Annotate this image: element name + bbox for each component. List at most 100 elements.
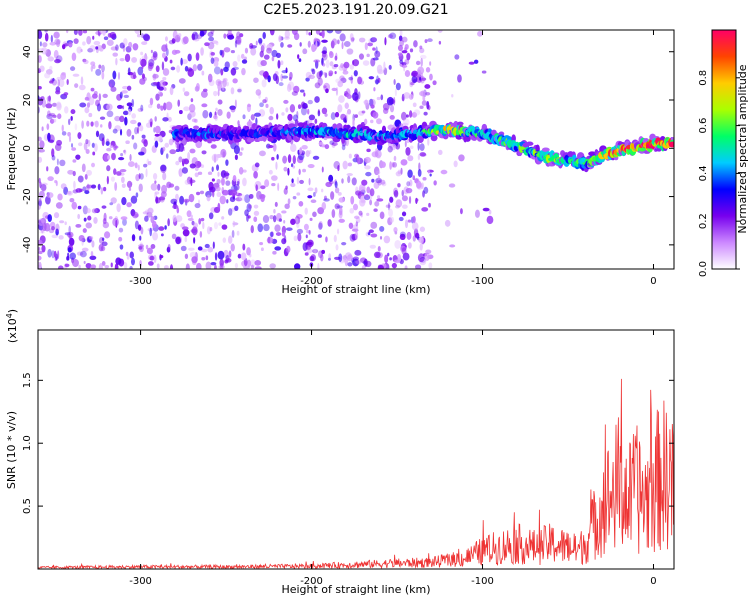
snr-x-tick-label: 0 (650, 576, 656, 587)
noise-blob (139, 78, 146, 85)
snr-y-tick-label: 0.5 (22, 498, 33, 514)
noise-blob (131, 211, 139, 219)
noise-blob (93, 216, 98, 224)
noise-blob (216, 191, 222, 198)
noise-blob (100, 187, 104, 195)
noise-blob (244, 194, 251, 204)
noise-blob (404, 70, 411, 77)
signal-blob (464, 135, 471, 142)
noise-blob (285, 107, 289, 113)
noise-blob (308, 114, 316, 121)
noise-blob (335, 87, 339, 96)
noise-blob (110, 262, 113, 268)
noise-blob (312, 155, 320, 160)
noise-blob (357, 155, 360, 165)
noise-blob (352, 92, 359, 101)
noise-blob (129, 251, 134, 259)
noise-blob (73, 30, 78, 35)
noise-blob (419, 143, 425, 152)
noise-blob (45, 103, 53, 109)
noise-blob (351, 177, 357, 186)
noise-blob (355, 190, 362, 196)
noise-blob (201, 103, 208, 108)
noise-blob (86, 92, 91, 102)
noise-blob (354, 228, 359, 233)
noise-blob (317, 263, 320, 269)
noise-blob (428, 202, 431, 208)
noise-blob (85, 262, 92, 269)
noise-blob (376, 154, 381, 159)
noise-blob (144, 215, 149, 222)
noise-blob (221, 186, 225, 194)
noise-blob (114, 263, 119, 269)
noise-blob (57, 113, 62, 120)
noise-blob (67, 231, 74, 238)
noise-blob (366, 53, 370, 58)
noise-blob (129, 266, 133, 269)
noise-blob (162, 172, 167, 181)
noise-blob (72, 170, 76, 177)
noise-blob (149, 227, 152, 237)
noise-blob (323, 85, 327, 89)
noise-blob (161, 44, 168, 52)
noise-blob (292, 155, 296, 165)
noise-blob (369, 188, 375, 197)
noise-blob (412, 235, 416, 242)
noise-blob (200, 90, 208, 98)
noise-blob (156, 263, 160, 269)
noise-blob (343, 41, 351, 47)
noise-blob (73, 38, 79, 44)
noise-blob (268, 115, 274, 121)
spectrogram-x-tick-label: -200 (300, 276, 323, 287)
noise-blob (339, 33, 346, 42)
noise-blob (168, 138, 174, 146)
noise-blob (190, 214, 193, 219)
noise-blob (121, 197, 127, 206)
noise-blob (217, 202, 221, 212)
noise-blob (38, 247, 41, 251)
noise-blob (157, 91, 162, 95)
noise-blob (375, 170, 381, 175)
noise-blob (184, 253, 189, 260)
noise-blob (373, 208, 378, 212)
colorbar-tick-label: 0.4 (698, 165, 709, 181)
snr-x-axis: -300 -200 -100 0 (129, 330, 657, 587)
colorbar: 0.0 0.2 0.4 0.6 0.8 Normalized spectral ampl… (698, 29, 749, 277)
noise-blob (195, 52, 200, 61)
noise-blob (123, 149, 126, 153)
noise-blob (225, 258, 232, 263)
noise-blob (337, 104, 343, 113)
noise-blob (169, 86, 174, 96)
noise-blob (438, 40, 442, 45)
noise-blob (38, 202, 41, 210)
noise-blob (231, 230, 235, 238)
noise-blob (281, 210, 287, 214)
spectrogram-x-tick-label: -100 (471, 276, 494, 287)
noise-blob (247, 215, 251, 219)
noise-blob (330, 191, 335, 200)
noise-blob (191, 256, 198, 264)
noise-blob (421, 77, 427, 81)
noise-blob (259, 193, 266, 199)
noise-blob (191, 33, 196, 41)
noise-blob (406, 181, 411, 187)
noise-blob (55, 55, 63, 63)
noise-blob (101, 64, 105, 73)
noise-blob (113, 143, 117, 151)
noise-blob (460, 208, 463, 215)
noise-blob (41, 47, 48, 55)
noise-blob (373, 166, 380, 176)
noise-blob (211, 178, 215, 182)
noise-blob (419, 105, 424, 109)
noise-blob (368, 76, 375, 80)
noise-blob (169, 264, 174, 269)
noise-blob (255, 40, 258, 46)
noise-blob (353, 70, 358, 77)
noise-blob (321, 50, 328, 54)
noise-blob (242, 114, 246, 120)
noise-blob (61, 44, 66, 50)
noise-blob (192, 64, 197, 72)
noise-blob (375, 46, 378, 54)
noise-blob (401, 211, 407, 217)
